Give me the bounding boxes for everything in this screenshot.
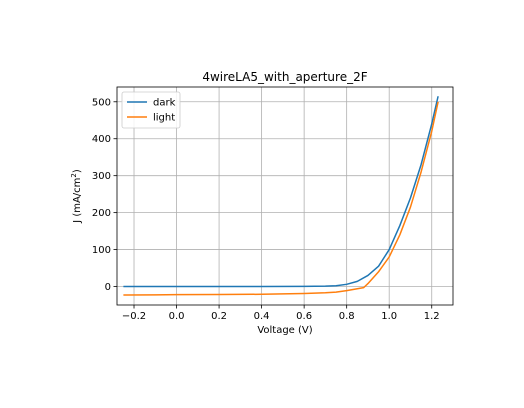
y-axis-label-superscript: 2	[70, 173, 78, 177]
x-tick-label: −0.2	[122, 311, 146, 322]
legend-label-light: light	[153, 113, 175, 124]
x-tick-label: 1.0	[381, 311, 397, 322]
x-tick-label: 0.6	[296, 311, 312, 322]
series-lines	[123, 96, 439, 296]
y-tick-label: 100	[92, 245, 111, 256]
y-axis-label: J (mA/cm2)	[70, 169, 83, 224]
y-axis-label-tail: )	[72, 169, 83, 173]
x-tick-label: 0.0	[169, 311, 185, 322]
plot-frame	[116, 86, 454, 306]
y-axis-label-main: J (mA/cm	[72, 178, 83, 224]
legend-box	[121, 91, 181, 129]
legend: dark light	[121, 91, 181, 129]
series-line-dark	[123, 96, 439, 288]
chart-title: 4wireLA5_with_aperture_2F	[202, 70, 367, 84]
x-tick-label: 0.4	[254, 311, 270, 322]
legend-label-dark: dark	[153, 98, 176, 109]
x-tick-label: 0.8	[339, 311, 355, 322]
x-axis-label: Voltage (V)	[257, 325, 312, 336]
y-tick-label: 200	[92, 208, 111, 219]
ticks: −0.2 0.0 0.2 0.4 0.6 0.8 1.0 1.2 0 100 200 300 400 50…	[92, 97, 440, 322]
x-tick-label: 1.2	[424, 311, 440, 322]
y-tick-label: 400	[92, 134, 111, 145]
series-line-light	[123, 101, 439, 296]
y-tick-label: 0	[105, 282, 111, 293]
y-tick-label: 300	[92, 171, 111, 182]
x-tick-label: 0.2	[211, 311, 227, 322]
y-tick-label: 500	[92, 97, 111, 108]
